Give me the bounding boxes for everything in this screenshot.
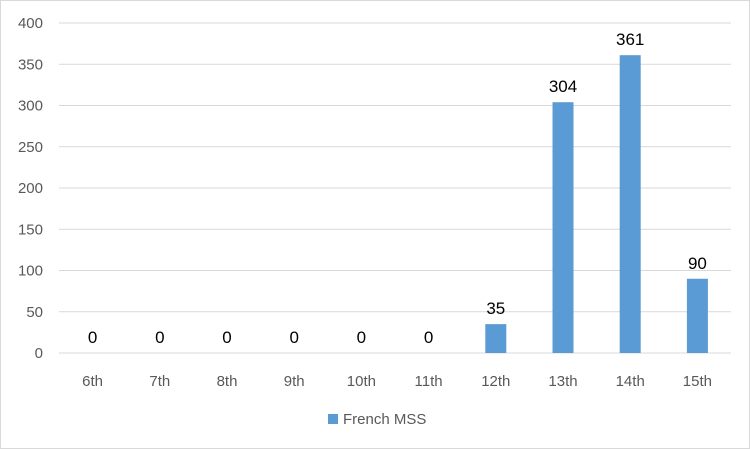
y-tick-label: 100 xyxy=(18,263,43,280)
bar-14th xyxy=(619,55,641,354)
x-tick-label-6th: 6th xyxy=(82,373,103,390)
y-tick-label: 350 xyxy=(18,56,43,73)
y-tick-label: 200 xyxy=(18,180,43,197)
y-tick-label: 150 xyxy=(18,221,43,238)
x-tick-label-9th: 9th xyxy=(284,373,305,390)
x-tick-label-15th: 15th xyxy=(683,373,712,390)
y-tick-label: 50 xyxy=(26,304,43,321)
x-tick-label-10th: 10th xyxy=(347,373,376,390)
y-tick-label: 250 xyxy=(18,139,43,156)
data-label-14th: 361 xyxy=(616,30,644,49)
bar-13th xyxy=(552,102,574,353)
bar-15th xyxy=(686,278,708,353)
data-label-15th: 90 xyxy=(688,254,707,273)
legend-label: French MSS xyxy=(343,411,426,428)
data-label-13th: 304 xyxy=(549,77,577,96)
bar-12th xyxy=(485,324,507,353)
data-label-9th: 0 xyxy=(289,328,298,347)
y-tick-label: 300 xyxy=(18,98,43,115)
x-tick-label-11th: 11th xyxy=(415,373,443,390)
y-axis-ticks: 0 50 100 150 200 250 300 350 400 xyxy=(18,15,43,362)
data-label-10th: 0 xyxy=(357,328,366,347)
x-tick-label-14th: 14th xyxy=(616,373,645,390)
legend: French MSS xyxy=(328,411,426,428)
y-tick-label: 0 xyxy=(35,345,43,362)
gridlines xyxy=(59,22,731,354)
bars xyxy=(485,55,708,354)
x-tick-label-8th: 8th xyxy=(217,373,238,390)
data-label-11th: 0 xyxy=(424,328,433,347)
y-tick-label: 400 xyxy=(18,15,43,32)
data-labels: 0 0 0 0 0 0 35 304 361 90 xyxy=(88,30,707,347)
data-label-12th: 35 xyxy=(486,299,505,318)
data-label-7th: 0 xyxy=(155,328,164,347)
data-label-8th: 0 xyxy=(222,328,231,347)
data-label-6th: 0 xyxy=(88,328,97,347)
legend-swatch xyxy=(328,414,338,424)
x-tick-label-13th: 13th xyxy=(548,373,577,390)
x-tick-label-12th: 12th xyxy=(481,373,510,390)
x-tick-label-7th: 7th xyxy=(149,373,170,390)
x-axis-ticks: 6th 7th 8th 9th 10th 11th 12th 13th 14th 15th xyxy=(82,373,712,390)
